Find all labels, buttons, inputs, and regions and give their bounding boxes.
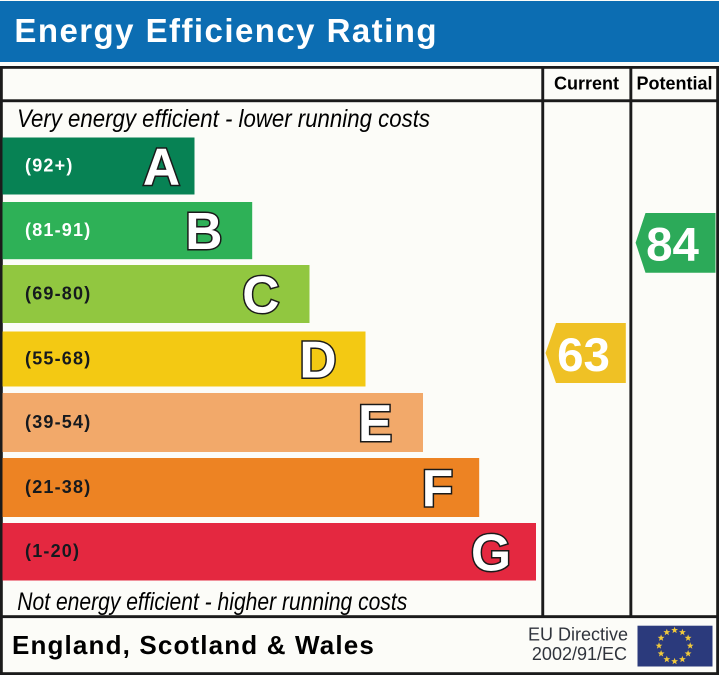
svg-text:Very energy efficient - lower: Very energy efficient - lower running co… — [17, 105, 430, 133]
svg-text:A: A — [143, 138, 180, 196]
svg-text:(81-91): (81-91) — [25, 220, 91, 240]
svg-text:84: 84 — [646, 219, 699, 272]
svg-text:(69-80): (69-80) — [25, 284, 91, 304]
svg-text:E: E — [358, 394, 392, 452]
svg-text:63: 63 — [557, 329, 610, 382]
svg-text:(1-20): (1-20) — [25, 541, 80, 561]
svg-text:B: B — [185, 202, 222, 260]
svg-text:EU Directive: EU Directive — [528, 625, 628, 645]
svg-text:(21-38): (21-38) — [25, 477, 91, 497]
svg-text:Energy Efficiency Rating: Energy Efficiency Rating — [14, 12, 438, 49]
svg-text:2002/91/EC: 2002/91/EC — [532, 644, 627, 664]
svg-text:C: C — [242, 266, 279, 324]
svg-text:England, Scotland & Wales: England, Scotland & Wales — [12, 630, 375, 660]
svg-text:D: D — [299, 331, 336, 389]
svg-text:F: F — [422, 459, 453, 517]
svg-text:Potential: Potential — [636, 74, 712, 94]
svg-text:(92+): (92+) — [25, 155, 74, 175]
svg-text:Not energy efficient - higher: Not energy efficient - higher running co… — [17, 588, 407, 616]
svg-text:G: G — [471, 523, 511, 581]
svg-text:Current: Current — [554, 74, 619, 94]
svg-text:(39-54): (39-54) — [25, 412, 91, 432]
svg-text:(55-68): (55-68) — [25, 348, 91, 368]
